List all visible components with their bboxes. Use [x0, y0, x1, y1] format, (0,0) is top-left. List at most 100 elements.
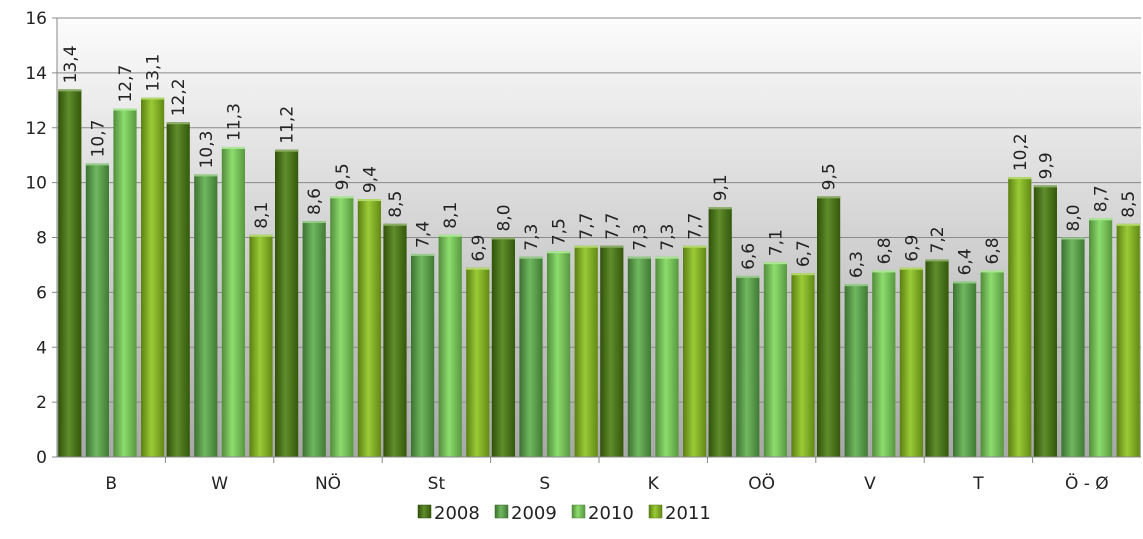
bar-top-highlight [953, 281, 977, 284]
bar-2009-8 [953, 281, 977, 457]
bar-2009-7 [844, 284, 868, 457]
bar-top-highlight [1089, 218, 1113, 221]
bar-top-highlight [872, 270, 896, 273]
bar-2009-1 [194, 174, 218, 458]
data-label: 12,7 [116, 65, 136, 103]
y-tick-label: 16 [25, 9, 47, 29]
data-label: 9,1 [711, 174, 731, 201]
bar-top-highlight [1116, 223, 1140, 226]
bar-top-highlight [249, 234, 273, 237]
data-label: 8,1 [252, 202, 272, 229]
bar-2008-6 [708, 207, 732, 457]
y-tick-label: 0 [36, 448, 47, 468]
bar-top-highlight [275, 149, 299, 152]
bar-top-highlight [574, 245, 598, 248]
y-tick-label: 2 [36, 393, 47, 413]
data-label: 6,9 [469, 235, 489, 262]
y-tick-label: 12 [25, 119, 47, 139]
bar-top-highlight [357, 199, 381, 202]
bar-top-highlight [708, 207, 732, 210]
bar-2008-3 [383, 223, 407, 457]
bar-2008-0 [58, 89, 82, 458]
bar-2009-5 [627, 256, 651, 457]
x-tick-label: W [211, 474, 228, 494]
bar-2008-8 [925, 259, 949, 457]
x-tick-label: S [539, 474, 550, 494]
x-tick-label: V [864, 474, 876, 494]
bar-top-highlight [466, 267, 490, 270]
data-label: 7,4 [414, 221, 434, 248]
data-label: 9,4 [360, 166, 380, 193]
data-label: 10,7 [88, 120, 108, 158]
bar-top-highlight [763, 262, 787, 265]
bar-2010-0 [113, 108, 137, 457]
bar-top-highlight [383, 223, 407, 226]
bar-2010-4 [547, 251, 571, 457]
legend-label-2010: 2010 [588, 503, 634, 524]
data-label: 10,2 [1011, 133, 1031, 171]
bar-top-highlight [627, 256, 651, 259]
bar-2010-2 [330, 196, 354, 457]
bar-top-highlight [141, 97, 165, 100]
data-label: 13,1 [144, 54, 164, 92]
x-tick-label: B [105, 474, 117, 494]
bar-2009-0 [85, 163, 109, 457]
bar-2009-4 [519, 256, 543, 457]
data-label: 9,9 [1036, 152, 1056, 179]
bar-2011-9 [1116, 223, 1140, 457]
bar-2011-8 [1008, 177, 1032, 457]
bar-2010-6 [763, 262, 787, 457]
data-label: 7,3 [658, 224, 678, 251]
bar-top-highlight [600, 245, 624, 248]
bar-top-highlight [1033, 185, 1057, 188]
data-label: 6,9 [902, 235, 922, 262]
bar-top-highlight [980, 270, 1004, 273]
bar-top-highlight [817, 196, 841, 199]
data-label: 7,5 [550, 218, 570, 245]
bar-2010-3 [438, 234, 462, 457]
data-label: 6,4 [956, 248, 976, 275]
y-tick-label: 6 [36, 283, 47, 303]
bar-top-highlight [491, 237, 515, 240]
legend-swatch-2010 [571, 504, 586, 519]
y-tick-label: 8 [36, 229, 47, 249]
bar-2008-5 [600, 245, 624, 457]
bar-top-highlight [736, 275, 760, 278]
data-label: 8,0 [494, 204, 514, 231]
bar-top-highlight [194, 174, 218, 177]
bar-2008-1 [166, 122, 190, 457]
x-tick-label: OÖ [748, 472, 775, 494]
data-label: 6,8 [875, 237, 895, 264]
bar-top-highlight [683, 245, 707, 248]
bar-2009-2 [302, 221, 326, 457]
legend-swatch-2009 [494, 504, 509, 519]
bar-top-highlight [547, 251, 571, 254]
data-label: 7,7 [577, 213, 597, 240]
data-label: 10,3 [197, 131, 217, 169]
x-tick-label: T [972, 474, 984, 494]
bar-2010-1 [221, 146, 245, 458]
data-label: 13,4 [61, 45, 81, 83]
bar-2008-9 [1033, 185, 1057, 457]
bar-top-highlight [302, 221, 326, 224]
bar-2010-7 [872, 270, 896, 457]
data-label: 8,0 [1064, 204, 1084, 231]
data-label: 6,3 [847, 251, 867, 278]
bar-2011-2 [357, 199, 381, 457]
bar-2008-4 [491, 237, 515, 457]
bar-top-highlight [899, 267, 923, 270]
data-label: 8,7 [1092, 185, 1112, 212]
data-label: 6,6 [739, 243, 759, 270]
bar-2010-8 [980, 270, 1004, 457]
data-label: 12,2 [169, 78, 189, 116]
legend-label-2011: 2011 [665, 503, 711, 524]
data-label: 8,6 [305, 188, 325, 215]
data-label: 8,5 [1119, 191, 1139, 218]
bar-2009-9 [1061, 237, 1085, 457]
legend-label-2008: 2008 [434, 503, 480, 524]
legend-swatch-2011 [648, 504, 663, 519]
bar-top-highlight [330, 196, 354, 199]
bar-2011-1 [249, 234, 273, 457]
